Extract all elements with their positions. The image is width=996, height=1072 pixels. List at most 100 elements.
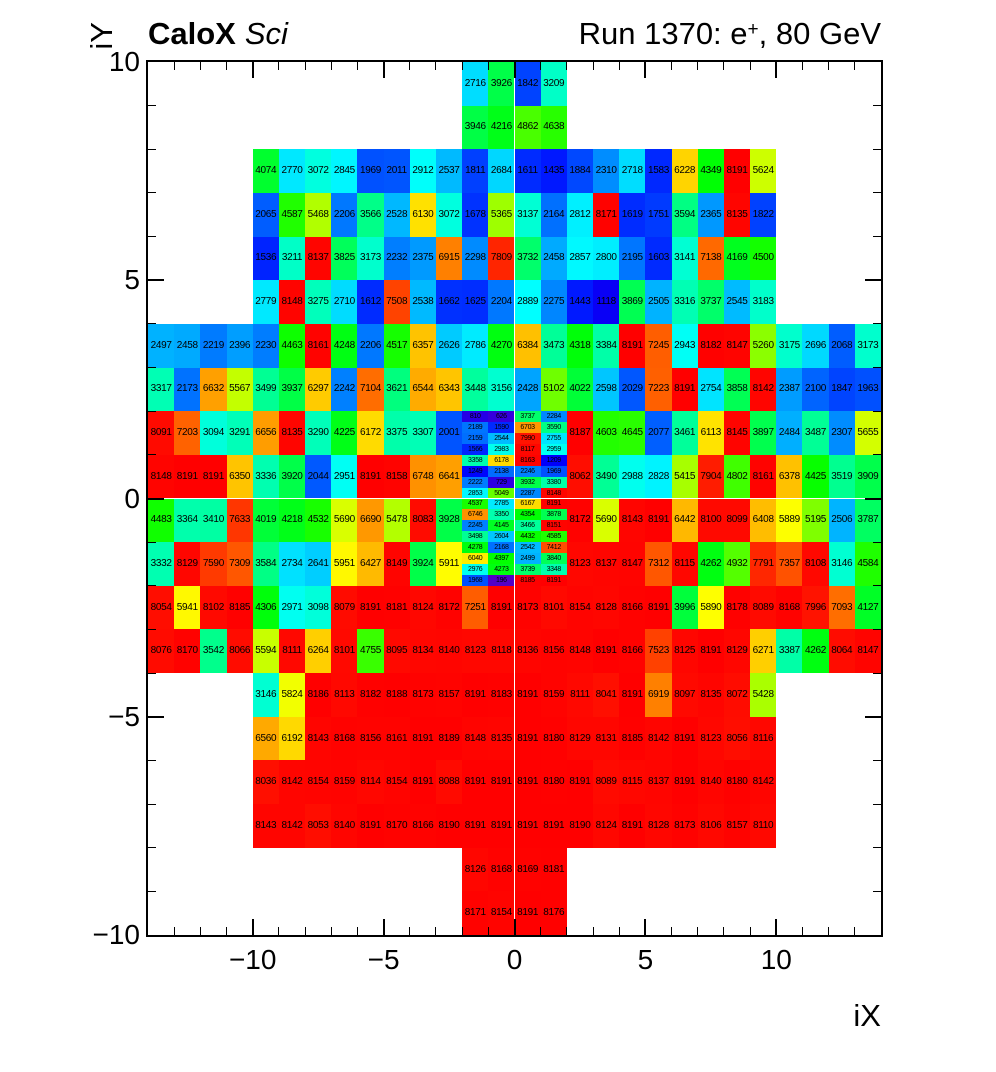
heatmap-cell: 6343 [435,367,463,412]
heatmap-cell: 8111 [566,673,594,717]
heatmap-cell: 2641 [305,542,332,586]
heatmap-cell: 8157 [723,804,751,848]
heatmap-cell: 8154 [566,585,594,630]
heatmap-cell: 8191 [357,804,384,848]
heatmap-cell: 6632 [200,367,227,412]
heatmap-cell: 3937 [278,367,306,412]
heatmap-cell: 2542 [514,542,541,554]
heatmap-cell: 4537 [462,498,489,510]
heatmap-cell: 3897 [750,411,777,455]
heatmap-cell: 8099 [723,498,751,543]
tick-mark [873,890,881,892]
tick-mark [148,803,156,805]
heatmap-cell: 8129 [723,629,751,674]
heatmap-cell: 3358 [462,454,489,466]
heatmap-cell: 2696 [802,323,829,368]
heatmap-cell: 2951 [331,454,358,499]
heatmap-cell: 2505 [645,280,672,324]
heatmap-cell: 8168 [331,716,358,761]
heatmap-cell: 2068 [828,323,855,368]
heatmap-cell: 3566 [357,192,384,237]
heatmap-cell: 1963 [854,367,881,412]
tick-mark [148,454,156,456]
heatmap-cell: 8191 [409,760,436,805]
heatmap-cell: 4306 [252,585,279,630]
heatmap-cell: 4603 [593,411,620,455]
heatmap-cell: 2755 [540,433,567,444]
heatmap-cell: 4932 [723,542,751,586]
heatmap-cell: 8171 [593,192,620,237]
tick-mark [873,847,881,849]
heatmap-cell: 3840 [540,553,567,564]
heatmap-cell: 3211 [278,236,306,281]
heatmap-cell: 4584 [854,542,881,586]
heatmap-cell: 8191 [462,673,489,717]
heatmap-cell: 3621 [383,367,410,412]
heatmap-cell: 2189 [462,422,489,434]
tick-mark [671,927,673,935]
heatmap-cell: 4278 [462,542,489,554]
heatmap-cell: 8142 [278,804,306,848]
tick-mark [148,715,164,718]
heatmap-cell: 8154 [305,760,332,805]
heatmap-cell: 3490 [593,454,620,499]
tick-mark [828,62,830,70]
heatmap-cell: 8185 [514,574,541,586]
tick-mark [148,541,156,543]
heatmap-cell: 8148 [278,280,306,324]
heatmap-cell: 8135 [723,192,751,237]
heatmap-cell: 4463 [278,323,306,368]
heatmap-cell: 8089 [593,760,620,805]
tick-mark [148,890,156,892]
heatmap-cell: 8143 [619,498,646,543]
title-detector: Sci [244,16,288,51]
heatmap-cell: 2710 [331,280,358,324]
heatmap-cell: 8180 [540,760,567,805]
tick-mark [330,62,332,70]
x-tick-label: 0 [506,944,523,975]
x-tick-label: 5 [637,944,654,975]
heatmap-cell: 2853 [462,487,489,499]
heatmap-cell: 3364 [174,498,201,543]
heatmap-cell: 6378 [776,454,803,499]
heatmap-cell: 4397 [488,553,515,564]
heatmap-cell: 6228 [671,149,698,193]
heatmap-cell: 8180 [723,760,751,805]
heatmap-cell: 7791 [750,542,777,586]
heatmap-cell: 8191 [645,585,672,630]
heatmap-cell: 2077 [645,411,672,455]
heatmap-cell: 4354 [514,509,541,521]
heatmap-cell: 8166 [409,804,436,848]
heatmap-cell: 5889 [776,498,803,543]
heatmap-cell: 7251 [462,585,489,630]
heatmap-cell: 8101 [331,629,358,674]
heatmap-cell: 8111 [278,629,306,674]
heatmap-cell: 8125 [671,629,698,674]
heatmap-cell: 2168 [488,542,515,554]
heatmap-cell: 2828 [645,454,672,499]
heatmap-cell: 3307 [409,411,436,455]
tick-mark [487,927,489,935]
heatmap-cell: 8166 [619,585,646,630]
tick-mark [461,927,463,935]
heatmap-cell: 2988 [619,454,646,499]
heatmap-cell: 8191 [409,716,436,761]
heatmap-cell: 8148 [540,487,567,499]
heatmap-cell: 7104 [357,367,384,412]
heatmap-cell: 8161 [383,716,410,761]
heatmap-cell: 6357 [409,323,436,368]
tick-mark [148,279,164,282]
x-tick-label: 10 [760,944,792,975]
heatmap-cell: 8076 [148,629,175,674]
heatmap-cell: 4127 [854,585,881,630]
heatmap-cell: 8163 [514,454,541,466]
heatmap-cell: 8041 [593,673,620,717]
heatmap-cell: 8091 [148,411,175,455]
heatmap-cell: 3858 [723,367,751,412]
heatmap-cell: 4517 [383,323,410,368]
heatmap-cell: 8148 [462,716,489,761]
heatmap-cell: 6656 [252,411,279,455]
heatmap-cell: 8054 [148,585,175,630]
heatmap-cell: 8137 [305,236,332,281]
heatmap-cell: 7590 [200,542,227,586]
